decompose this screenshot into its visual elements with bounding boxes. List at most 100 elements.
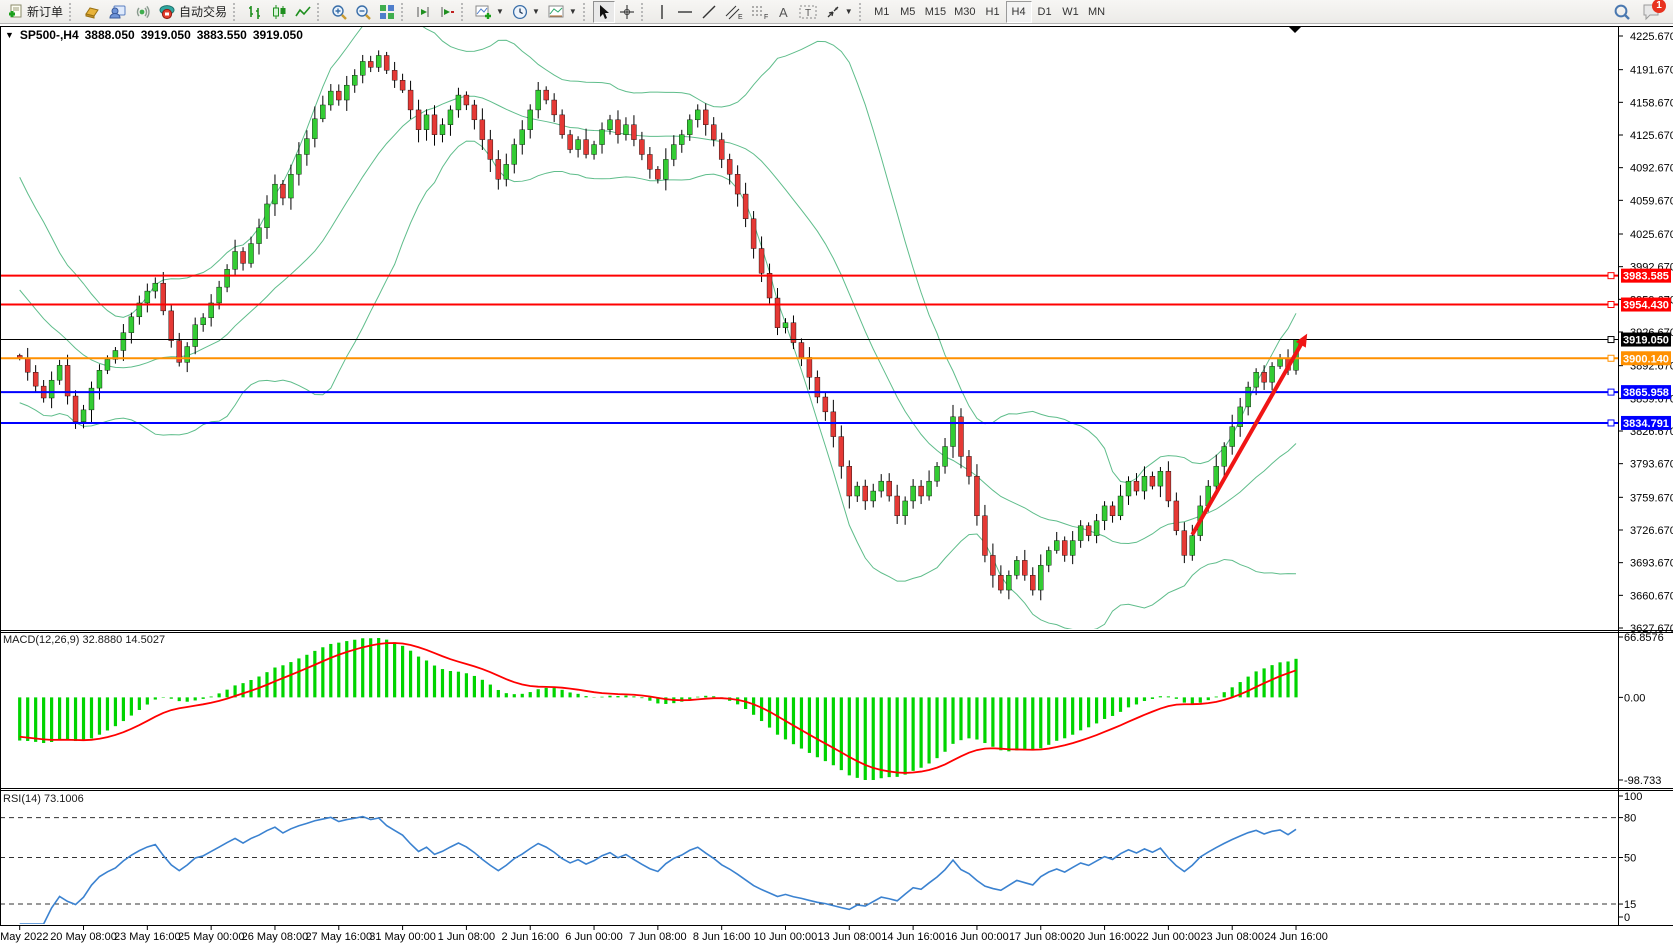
svg-text:20 May 08:00: 20 May 08:00 — [50, 931, 117, 943]
bull-candle — [304, 138, 310, 155]
new-order-button[interactable]: 新订单 — [4, 1, 67, 23]
periods-button[interactable]: ▼ — [508, 1, 544, 23]
horizontal-line-3983.585[interactable]: 3983.585 — [0, 268, 1671, 283]
notifications-button[interactable]: 1 — [1641, 0, 1666, 22]
new-order-label: 新订单 — [27, 4, 64, 19]
macd-axis[interactable]: 66.8576 0.00 -98.733 — [1618, 632, 1664, 787]
svg-text:E: E — [738, 14, 743, 20]
bull-candle — [96, 370, 103, 389]
horizontal-line-3954.430[interactable]: 3954.430 — [0, 297, 1671, 312]
svg-text:0: 0 — [1624, 912, 1630, 924]
timeframe-button-d1[interactable]: D1 — [1037, 5, 1052, 18]
bear-candle — [758, 248, 765, 274]
trendline-tool-button[interactable] — [697, 1, 721, 23]
timeframe-button-m1[interactable]: M1 — [874, 5, 890, 18]
templates-button[interactable]: ▼ — [544, 1, 581, 23]
candlestick-series — [17, 50, 1299, 601]
bull-candle — [527, 109, 533, 130]
bull-candle — [878, 480, 884, 492]
svg-text:3865.958: 3865.958 — [1623, 387, 1669, 399]
text-tool-button[interactable]: A — [773, 1, 795, 23]
timeframe-button-m15[interactable]: M15 — [924, 5, 947, 18]
bull-candle — [1006, 575, 1012, 591]
bear-candle — [1173, 500, 1180, 531]
bear-candle — [399, 80, 406, 91]
profiles-button[interactable] — [105, 1, 130, 23]
zoom-in-button[interactable] — [327, 1, 351, 23]
search-icon[interactable] — [1613, 3, 1631, 21]
auto-scroll-button[interactable] — [411, 1, 435, 23]
cursor-tool-button[interactable] — [592, 0, 615, 23]
toolbar-grip — [401, 2, 407, 21]
bear-candle — [160, 282, 166, 312]
horizontal-line-3834.791[interactable]: 3834.791 — [0, 415, 1671, 430]
indicators-button[interactable]: ▼ — [471, 1, 508, 23]
svg-text:3900.140: 3900.140 — [1623, 353, 1669, 365]
bull-candle — [1229, 426, 1235, 447]
text-icon: A — [777, 4, 791, 20]
bull-candle — [56, 365, 63, 381]
chart-shift-marker[interactable] — [1289, 27, 1301, 33]
text-label-tool-button[interactable]: T — [795, 1, 821, 23]
chart-canvas[interactable]: 4225.670 4191.670 4158.670 4125.670 4092.670… — [0, 24, 1673, 943]
bear-candle — [1022, 560, 1028, 576]
svg-text:3759.670: 3759.670 — [1630, 492, 1673, 504]
bear-candle — [583, 139, 589, 155]
line-chart-button[interactable] — [291, 1, 315, 23]
horizontal-line-3919.050[interactable]: 3919.050 — [0, 332, 1671, 347]
bull-candle — [1189, 535, 1196, 556]
ohlc-low: 3883.550 — [196, 28, 247, 42]
timeframe-button-m5[interactable]: M5 — [900, 5, 916, 18]
vertical-line-tool-button[interactable] — [651, 1, 673, 23]
timeframe-group: M1 M5 M15 M30 H1 H4 D1 W1 MN — [869, 0, 1110, 23]
chart-shift-button[interactable] — [435, 1, 459, 23]
bar-chart-button[interactable] — [243, 1, 267, 23]
arrows-tool-button[interactable]: ▼ — [821, 1, 857, 23]
bear-candle — [407, 89, 414, 111]
autotrading-button[interactable]: 自动交易 — [154, 1, 231, 23]
bull-candle — [455, 94, 462, 111]
rsi-indicator-label: RSI(14) 73.1006 — [3, 793, 84, 805]
bear-candle — [734, 174, 741, 195]
bull-candle — [1125, 480, 1132, 497]
timeframe-button-h4[interactable]: H4 — [1005, 0, 1032, 23]
svg-text:100: 100 — [1624, 791, 1642, 803]
horizontal-line-tool-button[interactable] — [673, 1, 697, 23]
svg-text:F: F — [764, 14, 768, 20]
bear-candle — [487, 139, 494, 160]
signals-button[interactable] — [130, 1, 154, 23]
bull-candle — [1157, 471, 1164, 487]
dropdown-caret-icon: ▼ — [531, 7, 540, 16]
bull-candle — [248, 243, 254, 264]
line-handle — [1607, 301, 1615, 309]
bull-candle — [623, 124, 629, 135]
zoom-in-icon — [331, 4, 347, 20]
timeframe-button-w1[interactable]: W1 — [1062, 5, 1079, 18]
bull-candle — [200, 317, 206, 325]
trend-arrow[interactable] — [1190, 333, 1308, 536]
horizontal-line-3900.140[interactable]: 3900.140 — [0, 351, 1671, 366]
timeframe-button-h1[interactable]: H1 — [985, 5, 1000, 18]
candlestick-chart-button[interactable] — [267, 1, 291, 23]
crosshair-tool-button[interactable] — [615, 1, 639, 23]
bull-candle — [591, 144, 597, 155]
bear-candle — [790, 322, 797, 343]
tile-windows-button[interactable] — [375, 1, 399, 23]
bear-candle — [998, 575, 1004, 591]
rsi-axis[interactable]: 100 80 50 150 — [1618, 791, 1642, 924]
bear-candle — [655, 169, 661, 180]
fibonacci-tool-button[interactable]: F — [747, 1, 773, 23]
bear-candle — [367, 61, 374, 68]
timeframe-button-mn[interactable]: MN — [1087, 5, 1106, 18]
equidistant-channel-tool-button[interactable]: E — [721, 1, 747, 23]
one-click-trading-toggle-icon[interactable]: ▼ — [5, 30, 14, 40]
market-watch-button[interactable] — [79, 1, 105, 23]
svg-text:6 Jun 00:00: 6 Jun 00:00 — [565, 931, 623, 943]
timeframe-button-m30[interactable]: M30 — [954, 5, 976, 18]
bear-candle — [1133, 480, 1140, 492]
horizontal-line-3865.958[interactable]: 3865.958 — [0, 385, 1671, 400]
zoom-out-button[interactable] — [351, 1, 375, 23]
bull-candle — [1101, 505, 1108, 521]
